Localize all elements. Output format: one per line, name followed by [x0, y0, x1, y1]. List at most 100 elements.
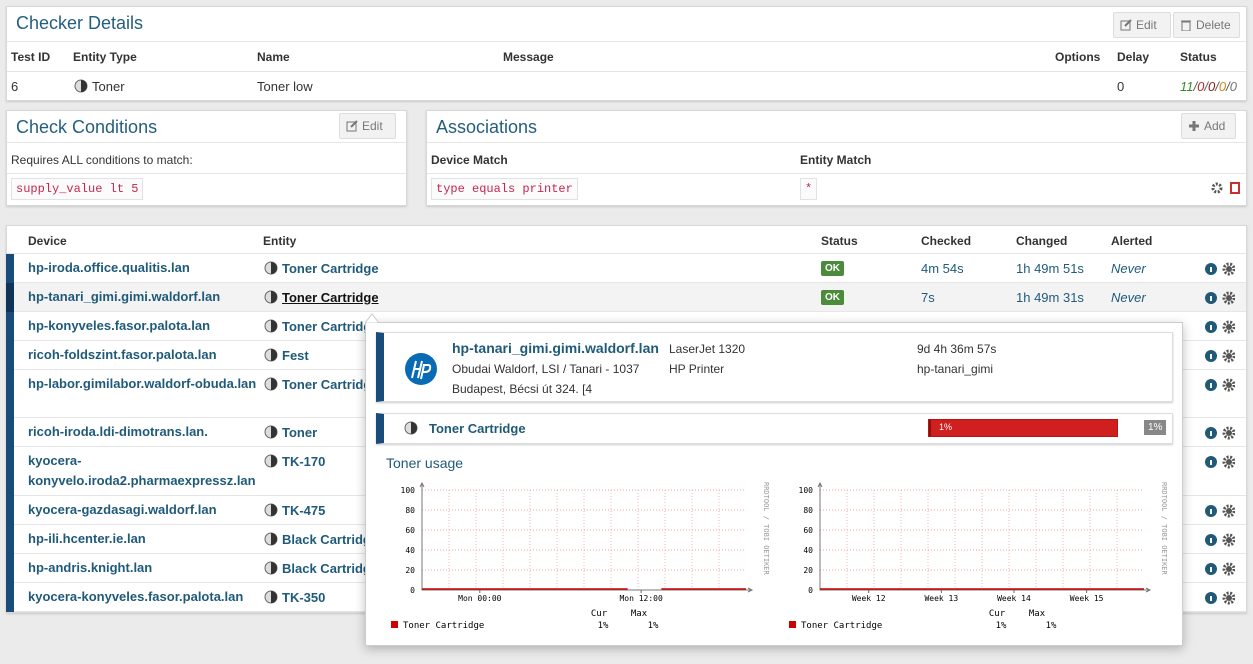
bar-track: 1%	[928, 419, 1118, 437]
entity-icon	[264, 319, 278, 333]
icon-half	[271, 533, 277, 545]
y-tick-label: 100	[799, 486, 814, 495]
y-tick-label: 0	[410, 586, 415, 595]
entity-icon	[264, 425, 278, 439]
cell: Toner low	[257, 79, 313, 94]
gear-hub	[1226, 459, 1232, 465]
row-border	[427, 142, 1246, 143]
address: Budapest, Bécsi út 324. [4	[452, 382, 592, 396]
entity-icon	[264, 561, 278, 575]
gear-hub	[1226, 537, 1232, 543]
device-link[interactable]: hp-ili.hcenter.ie.lan	[28, 529, 260, 549]
device-type: HP Printer	[669, 362, 724, 376]
alerted: Never	[1111, 290, 1146, 305]
device-link[interactable]: ricoh-iroda.ldi-dimotrans.lan.	[28, 422, 260, 442]
column-header: Alerted	[1111, 234, 1152, 248]
status-count: 11	[1180, 79, 1194, 94]
info-dot	[1210, 596, 1212, 601]
row-border	[14, 311, 1246, 312]
entity-icon	[264, 261, 278, 275]
y-tick-label: 40	[405, 546, 415, 555]
device-link[interactable]: kyocera-konyvelo.iroda2.pharmaexpressz.l…	[28, 451, 260, 491]
button-icon	[1180, 19, 1192, 31]
gear-icon	[1213, 184, 1221, 192]
row-marker	[6, 583, 14, 612]
entity-link[interactable]: Fest	[282, 348, 309, 363]
y-tick-label: 100	[401, 486, 416, 495]
row-actions	[1205, 533, 1235, 547]
info-dot	[1210, 267, 1212, 272]
checked: 7s	[921, 290, 935, 305]
info-dot	[1210, 325, 1212, 330]
changed: 1h 49m 51s	[1016, 261, 1084, 276]
y-tick-label: 0	[808, 586, 813, 595]
gear-hub	[1226, 566, 1232, 572]
stat-value: 1%	[598, 621, 609, 631]
entity-name[interactable]: Toner Cartridge	[429, 421, 526, 436]
column-header: Options	[1055, 50, 1100, 64]
row-actions	[1205, 504, 1235, 518]
row-marker	[6, 554, 14, 583]
gear-hub	[1226, 430, 1232, 436]
bar-label: 1%	[939, 422, 952, 432]
device-name[interactable]: hp-tanari_gimi.gimi.waldorf.lan	[452, 340, 659, 356]
row-border	[7, 41, 1246, 42]
column-header: Device Match	[431, 153, 508, 167]
stat-header: Cur	[591, 609, 608, 619]
y-tick-label: 40	[803, 546, 813, 555]
row-actions	[1205, 262, 1235, 276]
row-actions	[1205, 426, 1235, 440]
sysname: hp-tanari_gimi	[917, 362, 993, 376]
device-link[interactable]: hp-konyveles.fasor.palota.lan	[28, 316, 260, 336]
entity-link[interactable]: Toner Cartridge	[282, 261, 379, 276]
button-icon	[1120, 19, 1132, 31]
cell: 6	[11, 79, 18, 94]
device-link[interactable]: ricoh-foldszint.fasor.palota.lan	[28, 345, 260, 365]
gear-hub	[1226, 324, 1232, 330]
row-marker	[6, 418, 14, 447]
entity-icon	[264, 503, 278, 517]
icon-half	[81, 80, 87, 92]
info-dot	[1210, 383, 1212, 388]
icon-half	[271, 591, 277, 603]
entity-link[interactable]: TK-170	[282, 454, 325, 469]
device-link[interactable]: hp-andris.knight.lan	[28, 558, 260, 578]
y-tick-label: 80	[803, 506, 813, 515]
gear-hub	[1226, 266, 1232, 272]
gear-hub	[1226, 508, 1232, 514]
icon-half	[271, 504, 277, 516]
device-link[interactable]: kyocera-gazdasagi.waldorf.lan	[28, 500, 260, 520]
y-tick-label: 60	[803, 526, 813, 535]
row-border	[427, 173, 1246, 174]
device-link[interactable]: hp-labor.gimilabor.waldorf-obuda.lan	[28, 374, 260, 394]
device-link[interactable]: kyocera-konyveles.fasor.palota.lan	[28, 587, 260, 607]
column-header: Checked	[921, 234, 971, 248]
entity-link[interactable]: TK-475	[282, 503, 325, 518]
x-tick-label: Week 12	[852, 594, 886, 603]
stat-header: Cur	[989, 609, 1006, 619]
entity-link[interactable]: Black Cartridge	[282, 561, 378, 576]
device-link[interactable]: hp-iroda.office.qualitis.lan	[28, 258, 260, 278]
row-marker	[6, 312, 14, 341]
entity-link[interactable]: Black Cartridge	[282, 532, 378, 547]
bar-fill	[929, 420, 931, 436]
legend-swatch	[391, 621, 398, 628]
entity-link[interactable]: Toner Cartridge	[282, 290, 379, 305]
stat-value: 1%	[1046, 621, 1057, 631]
entity-link[interactable]: Toner	[282, 425, 317, 440]
gear-hub	[1226, 295, 1232, 301]
entity-icon	[264, 590, 278, 604]
entity-link[interactable]: TK-350	[282, 590, 325, 605]
checked: 4m 54s	[921, 261, 964, 276]
device-link[interactable]: hp-tanari_gimi.gimi.waldorf.lan	[28, 287, 260, 307]
entity-icon	[264, 377, 278, 391]
column-header: Entity Match	[800, 153, 871, 167]
column-header: Entity Type	[73, 50, 137, 64]
panel-title: Check Conditions	[16, 117, 157, 138]
gear-hub	[1226, 595, 1232, 601]
y-tick-label: 80	[405, 506, 415, 515]
side-label: RRDTOOL / TOBI OETIKER	[1160, 482, 1168, 576]
stat-header: Max	[631, 609, 648, 619]
popup: hp-tanari_gimi.gimi.waldorf.lanObudai Wa…	[365, 322, 1183, 646]
